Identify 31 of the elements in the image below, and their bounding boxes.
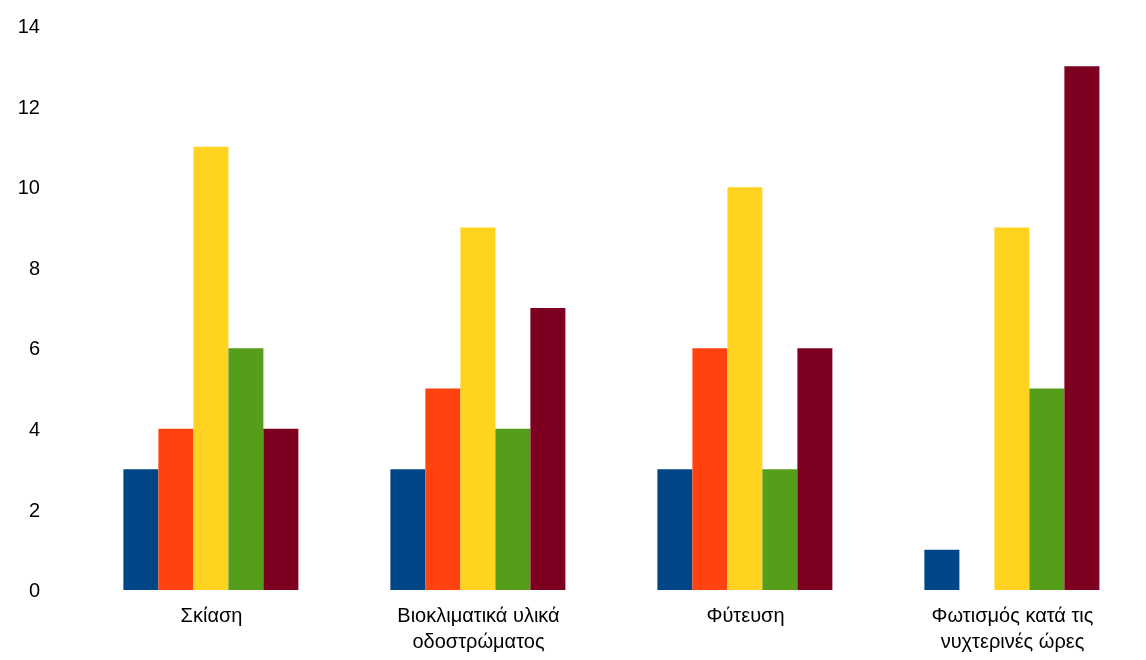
bar: [263, 428, 299, 590]
bar: [727, 187, 763, 590]
bar: [193, 146, 229, 590]
y-tick-label: 10: [17, 176, 40, 199]
bar: [158, 428, 194, 590]
bar: [123, 469, 159, 590]
x-tick-label: Φωτισμός κατά τις νυχτερινές ώρες: [931, 604, 1094, 652]
bar: [530, 308, 566, 590]
y-tick-label: 8: [28, 256, 40, 279]
bar: [692, 348, 728, 590]
y-tick-label: 4: [28, 417, 40, 440]
bar: [797, 348, 833, 590]
bar: [460, 227, 496, 590]
bar: [228, 348, 264, 590]
bar: [425, 388, 461, 590]
y-tick-label: 6: [28, 337, 40, 360]
y-tick-label: 0: [28, 579, 40, 602]
x-tick-label: Φύτευση: [706, 604, 785, 626]
x-tick-label: Σκίαση: [180, 604, 243, 626]
bar: [994, 227, 1030, 590]
bar: [762, 469, 798, 590]
y-tick-label: 14: [17, 15, 40, 38]
bar: [1064, 66, 1100, 590]
y-tick-label: 12: [17, 95, 40, 118]
x-tick-label: Βιοκλιματικά υλικά οδοστρώματος: [397, 604, 560, 652]
bar: [390, 469, 426, 590]
y-tick-label: 2: [28, 498, 40, 521]
bar: [924, 549, 960, 590]
bar: [1029, 388, 1065, 590]
bar: [657, 469, 693, 590]
bar: [495, 428, 531, 590]
